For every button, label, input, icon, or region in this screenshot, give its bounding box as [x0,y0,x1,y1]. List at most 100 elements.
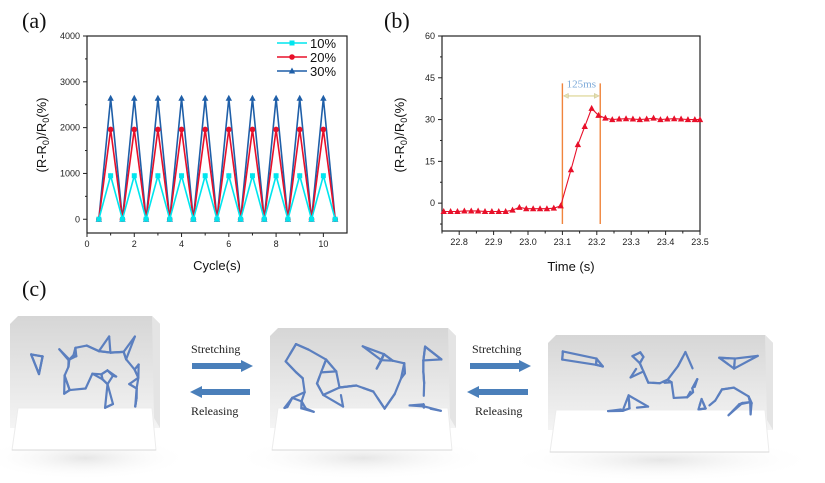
data-point [297,173,303,179]
stretching-arrow-2 [470,360,531,372]
fiber [716,388,724,398]
chart-b-xlabel: Time (s) [547,259,594,274]
data-point [119,216,125,222]
releasing-arrow-1 [190,386,250,398]
data-point [320,173,326,179]
fiber [422,370,426,385]
x-tick-label: 23.3 [622,237,640,247]
fiber [663,381,673,384]
data-point [320,126,327,133]
fiber [422,358,443,362]
fiber [403,362,406,375]
fiber [134,387,138,408]
data-point [684,116,692,123]
x-tick-label: 23.1 [554,237,572,247]
data-point [296,126,303,133]
fiber [718,356,736,360]
fiber [125,358,136,371]
fiber [383,392,396,410]
network-box-stretched [232,328,494,480]
data-point [214,216,220,222]
fiber [595,357,604,368]
fiber [422,345,427,362]
fiber [284,360,298,374]
data-point [190,216,196,222]
data-point [447,208,454,214]
y-tick-label: 0 [430,198,435,208]
fiber [408,404,425,408]
data-point [502,208,509,214]
fiber [621,407,631,412]
fiber [631,351,642,358]
data-point [440,208,447,214]
fiber [629,370,645,379]
x-tick-label: 23.0 [519,237,537,247]
chart-b-frame [441,35,701,232]
fiber [733,354,759,370]
y-tick-label: 4000 [60,31,80,41]
panel-a-label: (a) [22,8,47,33]
data-point [622,115,630,122]
fiber-network [561,350,759,417]
data-point [529,205,537,212]
y-tick-label: 2000 [60,123,80,133]
data-point [273,173,279,179]
data-point [296,94,303,101]
data-point [178,126,185,133]
fiber [108,335,112,354]
fiber-network [30,335,140,409]
data-point [461,207,468,214]
data-point [602,114,609,121]
stretching-label-2: Stretching [472,342,522,356]
arrow-shaft [479,389,528,395]
y-tick-label: 3000 [60,77,80,87]
data-point [650,114,657,121]
fiber [670,381,675,400]
fiber [125,335,136,361]
legend-label: 20% [310,50,336,65]
fiber [638,362,644,370]
data-point [249,126,256,133]
interval-label: 125ms [567,79,596,91]
legend-marker [289,54,295,60]
fiber [676,350,687,368]
data-point [609,116,616,123]
fiber [423,345,443,361]
data-point [108,173,114,179]
chart-a-frame [86,35,348,234]
fiber [747,395,753,405]
data-point [202,126,208,133]
chart-a-xlabel: Cycle(s) [193,258,241,273]
fiber [393,377,403,396]
fiber [30,353,41,376]
fiber [561,350,598,360]
data-point [154,94,162,101]
data-point [179,173,185,179]
fiber [68,387,87,392]
x-tick-label: 23.5 [691,237,709,247]
fiber [561,350,564,361]
x-tick-label: 22.9 [485,237,503,247]
fiber [697,402,702,411]
data-point [671,115,678,122]
data-point [468,207,475,214]
fiber [63,374,71,392]
fiber [300,391,306,403]
arrow-shaft [192,363,241,369]
fiber [97,335,111,353]
y-tick-label: 30 [425,115,435,125]
floor [271,407,453,451]
chart-b-ylabel: (R-R0)/R0(%) [392,97,409,172]
data-point [543,205,551,212]
releasing-label-1: Releasing [191,404,239,418]
fiber [693,378,699,389]
fiber [621,394,630,412]
fiber [63,365,70,377]
arrow-head [519,360,531,372]
fiber [85,344,101,353]
fiber [128,376,140,386]
data-point [696,116,704,123]
data-point [574,141,582,148]
y-tick-label: 60 [425,31,435,41]
